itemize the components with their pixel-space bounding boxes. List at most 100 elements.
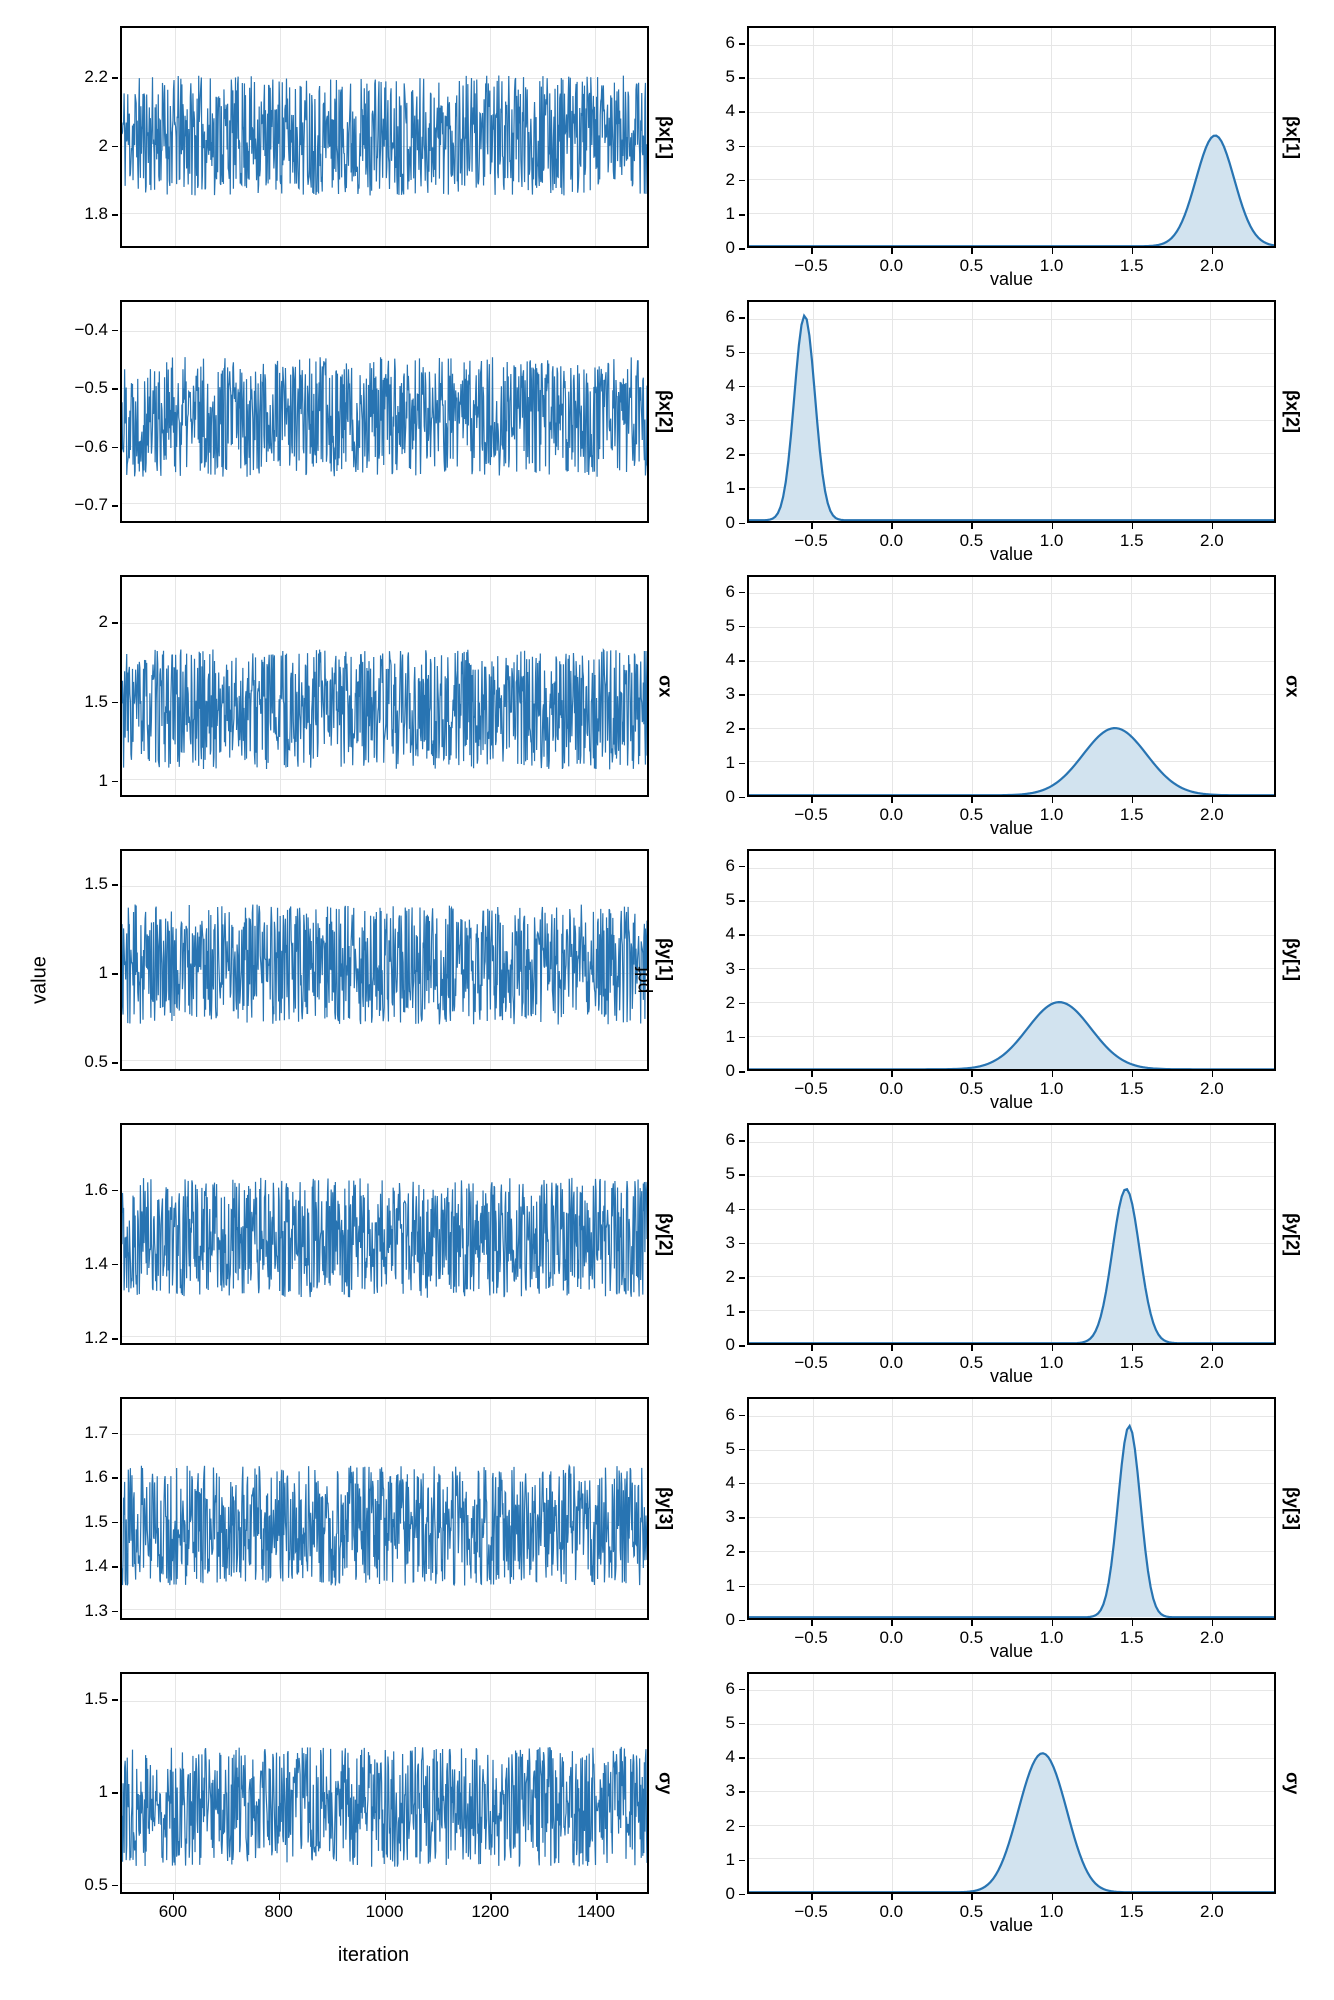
y-tick-label: 1 bbox=[60, 963, 108, 983]
density-panel bbox=[747, 1672, 1276, 1894]
trace-panel bbox=[120, 1672, 649, 1894]
density-cell: 0123456−0.50.00.51.01.52.0βy[2]value bbox=[687, 1117, 1314, 1391]
y-tick-label: 2 bbox=[687, 1816, 735, 1836]
y-tick-label: 3 bbox=[687, 1781, 735, 1801]
y-tick-label: 2 bbox=[60, 136, 108, 156]
y-tick-label: 4 bbox=[687, 924, 735, 944]
density-line bbox=[749, 1426, 1274, 1617]
y-tick-label: 6 bbox=[687, 1405, 735, 1425]
x-tick-label: 600 bbox=[159, 1902, 187, 1922]
x-axis-sub-label: value bbox=[747, 1092, 1276, 1113]
y-tick-label: 0 bbox=[687, 787, 735, 807]
density-panel bbox=[747, 575, 1276, 797]
y-tick-label: 1 bbox=[687, 1576, 735, 1596]
y-tick-label: 1.6 bbox=[60, 1467, 108, 1487]
y-tick-label: 4 bbox=[687, 376, 735, 396]
density-line bbox=[749, 1189, 1274, 1343]
density-fill bbox=[749, 1753, 1274, 1892]
x-axis-sub-label: value bbox=[747, 818, 1276, 839]
y-tick-label: 6 bbox=[687, 856, 735, 876]
y-tick-label: 2 bbox=[687, 718, 735, 738]
strip-label: βy[1] bbox=[651, 849, 679, 1071]
y-tick-label: 4 bbox=[687, 1747, 735, 1767]
y-tick-label: −0.7 bbox=[60, 495, 108, 515]
density-cell: 0123456−0.50.00.51.01.52.0σxvalue bbox=[687, 569, 1314, 843]
density-cell: 0123456−0.50.00.51.01.52.0βx[2]value bbox=[687, 294, 1314, 568]
x-axis-sub-label: value bbox=[747, 1641, 1276, 1662]
trace-cell: −0.7−0.6−0.5−0.4βx[2] bbox=[60, 294, 687, 568]
trace-panel bbox=[120, 26, 649, 248]
y-tick-label: 0 bbox=[687, 238, 735, 258]
x-tick-label: 800 bbox=[265, 1902, 293, 1922]
y-tick-label: 1 bbox=[687, 204, 735, 224]
strip-label: βy[3] bbox=[651, 1397, 679, 1619]
trace-line bbox=[122, 357, 647, 477]
y-tick-label: 4 bbox=[687, 1473, 735, 1493]
strip-label: σx bbox=[651, 575, 679, 797]
y-tick-label: 2 bbox=[687, 993, 735, 1013]
y-tick-label: 5 bbox=[687, 67, 735, 87]
y-tick-label: 2 bbox=[687, 1267, 735, 1287]
trace-line bbox=[122, 649, 647, 769]
y-tick-label: 1.4 bbox=[60, 1556, 108, 1576]
y-tick-label: 1 bbox=[60, 771, 108, 791]
density-line bbox=[749, 728, 1274, 795]
y-tick-label: 2 bbox=[60, 612, 108, 632]
y-tick-label: 2 bbox=[687, 444, 735, 464]
density-fill bbox=[749, 316, 1274, 521]
y-tick-label: 3 bbox=[687, 684, 735, 704]
y-tick-label: 6 bbox=[687, 582, 735, 602]
y-tick-label: 1.4 bbox=[60, 1254, 108, 1274]
density-panel bbox=[747, 300, 1276, 522]
y-tick-label: 1 bbox=[687, 478, 735, 498]
y-tick-label: 1 bbox=[60, 1782, 108, 1802]
strip-label: σy bbox=[651, 1672, 679, 1894]
y-tick-label: −0.5 bbox=[60, 378, 108, 398]
y-tick-label: 0 bbox=[687, 1884, 735, 1904]
y-tick-label: 6 bbox=[687, 1130, 735, 1150]
density-cell: 0123456−0.50.00.51.01.52.0βy[3]value bbox=[687, 1391, 1314, 1665]
y-axis-label-left: value bbox=[20, 20, 60, 1940]
x-axis-sub-label: value bbox=[747, 269, 1276, 290]
y-tick-label: 1.2 bbox=[60, 1328, 108, 1348]
y-tick-label: 3 bbox=[687, 136, 735, 156]
x-tick-label: 1400 bbox=[577, 1902, 615, 1922]
y-tick-label: 0 bbox=[687, 1335, 735, 1355]
x-tick-label: 1200 bbox=[471, 1902, 509, 1922]
strip-label: βy[2] bbox=[651, 1123, 679, 1345]
x-axis-sub-label: value bbox=[747, 544, 1276, 565]
x-axis-sub-label: value bbox=[747, 1366, 1276, 1387]
y-tick-label: 1.5 bbox=[60, 692, 108, 712]
trace-panel bbox=[120, 1397, 649, 1619]
y-tick-label: 2 bbox=[687, 1541, 735, 1561]
y-tick-label: 3 bbox=[687, 1507, 735, 1527]
density-fill bbox=[749, 1189, 1274, 1343]
y-tick-label: 0 bbox=[687, 1610, 735, 1630]
trace-panel bbox=[120, 1123, 649, 1345]
y-tick-label: −0.6 bbox=[60, 437, 108, 457]
y-tick-label: 4 bbox=[687, 650, 735, 670]
y-tick-label: 5 bbox=[687, 1164, 735, 1184]
strip-label: βx[1] bbox=[1278, 26, 1306, 248]
y-tick-label: 5 bbox=[687, 616, 735, 636]
y-tick-label: 1.5 bbox=[60, 1512, 108, 1532]
y-tick-label: 4 bbox=[687, 101, 735, 121]
y-tick-label: 1.8 bbox=[60, 204, 108, 224]
strip-label: βx[2] bbox=[1278, 300, 1306, 522]
figure-grid: value 1.822.2βx[1]0123456−0.50.00.51.01.… bbox=[20, 20, 1314, 1980]
trace-panel bbox=[120, 575, 649, 797]
y-tick-label: 0 bbox=[687, 513, 735, 533]
density-fill bbox=[749, 136, 1274, 247]
trace-cell: 0.511.5600800100012001400σy bbox=[60, 1666, 687, 1940]
density-panel bbox=[747, 1123, 1276, 1345]
x-tick-label: 1000 bbox=[366, 1902, 404, 1922]
y-tick-label: 1.3 bbox=[60, 1601, 108, 1621]
density-panel bbox=[747, 849, 1276, 1071]
y-tick-label: 5 bbox=[687, 342, 735, 362]
y-tick-label: 0.5 bbox=[60, 1052, 108, 1072]
y-axis-label-right: pdf bbox=[633, 967, 655, 993]
trace-line bbox=[122, 904, 647, 1024]
density-fill bbox=[749, 728, 1274, 795]
y-tick-label: 6 bbox=[687, 1679, 735, 1699]
strip-label: βx[1] bbox=[651, 26, 679, 248]
